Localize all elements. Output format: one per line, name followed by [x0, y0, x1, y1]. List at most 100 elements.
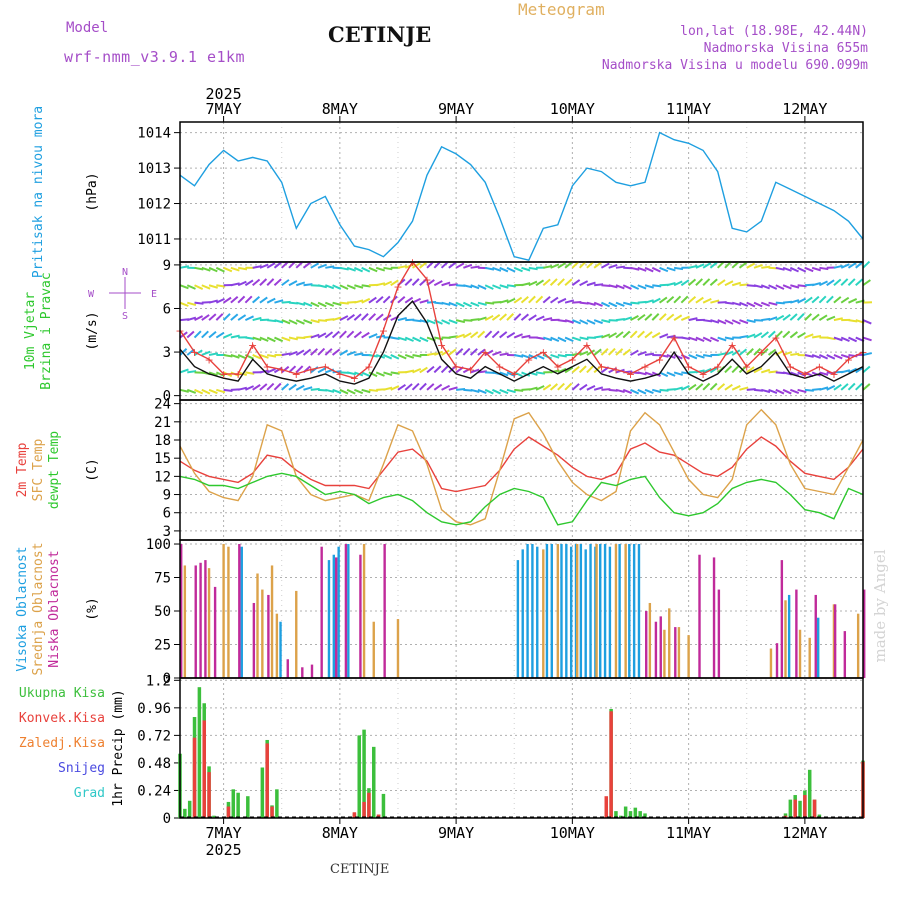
- wind-arrow: [353, 266, 364, 273]
- wind-arrow: [680, 279, 690, 287]
- wind-arrow: [594, 335, 604, 339]
- wind-arrow: [862, 319, 872, 325]
- wind-arrow: [506, 331, 516, 339]
- precipitation-bar: [362, 729, 366, 818]
- wind-arrow: [513, 333, 523, 339]
- wind-arrow: [499, 299, 509, 304]
- wind-arrow: [702, 367, 712, 374]
- wind-arrow: [462, 301, 472, 308]
- wind-arrow: [739, 335, 749, 339]
- wind-arrow: [237, 386, 248, 391]
- wind-arrow: [281, 383, 290, 391]
- wind-arrow: [862, 383, 871, 391]
- clouds-bar: [717, 589, 721, 678]
- precipitation-bar: [260, 767, 265, 818]
- wind-arrow: [629, 349, 639, 356]
- wind-arrow: [557, 297, 567, 304]
- wind-arrow: [252, 316, 262, 322]
- wind-arrow: [419, 261, 428, 269]
- wind-arrow: [644, 371, 654, 377]
- wind-arrow: [470, 331, 479, 339]
- temperature-series-line: [179, 408, 864, 526]
- wind-arrow: [811, 313, 820, 321]
- gust-marker: +: [699, 368, 708, 381]
- clouds-bar: [614, 544, 618, 678]
- clouds-bar: [780, 560, 784, 678]
- wind-arrow: [237, 354, 247, 360]
- gust-marker: +: [684, 361, 693, 374]
- wind-arrow: [818, 295, 827, 304]
- precipitation-legend-label: Konvek.Kisa: [19, 711, 105, 726]
- wind-arrow: [644, 284, 654, 289]
- gust-marker: +: [393, 281, 402, 294]
- wind-arrow: [506, 297, 516, 304]
- wind-arrow: [310, 262, 320, 269]
- wind-arrow: [310, 301, 320, 308]
- wind-arrow: [230, 313, 239, 321]
- model-label: Model: [66, 20, 109, 36]
- wind-arrow: [731, 349, 741, 356]
- wind-arrow: [222, 313, 231, 321]
- wind-arrow: [361, 284, 371, 288]
- wind-arrow: [194, 315, 204, 321]
- wind-arrow: [521, 354, 531, 359]
- clouds-bar: [252, 602, 256, 678]
- wind-arrow: [717, 279, 726, 287]
- wind-arrow: [666, 371, 676, 377]
- clouds-bar: [787, 594, 791, 678]
- wind-arrow: [833, 296, 842, 304]
- wind-arrow: [535, 279, 545, 287]
- wind-arrow: [354, 388, 364, 395]
- wind-arrow: [266, 297, 276, 304]
- wind-arrow: [782, 284, 792, 290]
- wind-arrow: [644, 331, 653, 339]
- clouds-unit: (%): [85, 597, 100, 620]
- wind-arrow: [332, 301, 342, 306]
- wind-arrow: [440, 365, 449, 374]
- wind-arrow: [593, 319, 603, 325]
- wind-arrow: [818, 314, 828, 321]
- wind-arrow: [499, 313, 508, 321]
- precipitation-legend-label: Zaledj.Kisa: [19, 736, 105, 751]
- clouds-bar: [814, 594, 817, 678]
- temperature-ytick-label: 15: [154, 451, 171, 467]
- precipitation-bar: [376, 814, 381, 818]
- wind-arrow: [862, 336, 872, 342]
- clouds-ytick-label: 100: [146, 537, 171, 553]
- wind-arrow: [310, 319, 320, 324]
- wind-arrow: [469, 348, 478, 356]
- precipitation-bar: [367, 792, 371, 818]
- wind-arrow: [499, 352, 509, 356]
- temperature-ytick-label: 12: [154, 469, 171, 485]
- wind-arrow: [484, 388, 494, 395]
- wind-arrow: [186, 284, 196, 290]
- wind-arrow: [484, 315, 494, 321]
- wind-arrow: [549, 278, 558, 286]
- clouds-bar: [256, 573, 259, 678]
- temperature-series-line: [179, 436, 864, 493]
- clouds-bar: [556, 544, 560, 678]
- wind-arrow: [703, 319, 713, 323]
- wind-arrow: [542, 383, 552, 391]
- wind-arrow: [317, 347, 326, 356]
- wind-arrow: [848, 319, 858, 323]
- wind-arrow: [375, 313, 384, 321]
- precipitation-bar: [381, 793, 386, 818]
- temperature-ytick-label: 18: [154, 433, 171, 449]
- wind-arrow: [179, 301, 189, 307]
- clouds-bar: [663, 629, 666, 678]
- wind-arrow: [477, 388, 487, 394]
- clouds-bar: [565, 544, 568, 678]
- pressure-ytick-label: 1013: [137, 161, 171, 177]
- wind-arrow: [797, 266, 807, 273]
- wind-arrow: [848, 367, 858, 374]
- wind-arrow: [331, 330, 340, 339]
- wind-arrow: [273, 382, 282, 391]
- wind-arrow: [477, 348, 486, 356]
- precipitation-bar: [812, 799, 817, 818]
- wind-arrow: [346, 330, 355, 339]
- precipitation-panel: 0 0.24 0.48 0.72 0.96 1.2 Ukupna Kisa Konvek.Ki…: [19, 673, 865, 827]
- clouds-bar: [531, 544, 534, 678]
- wind-arrow: [600, 348, 609, 356]
